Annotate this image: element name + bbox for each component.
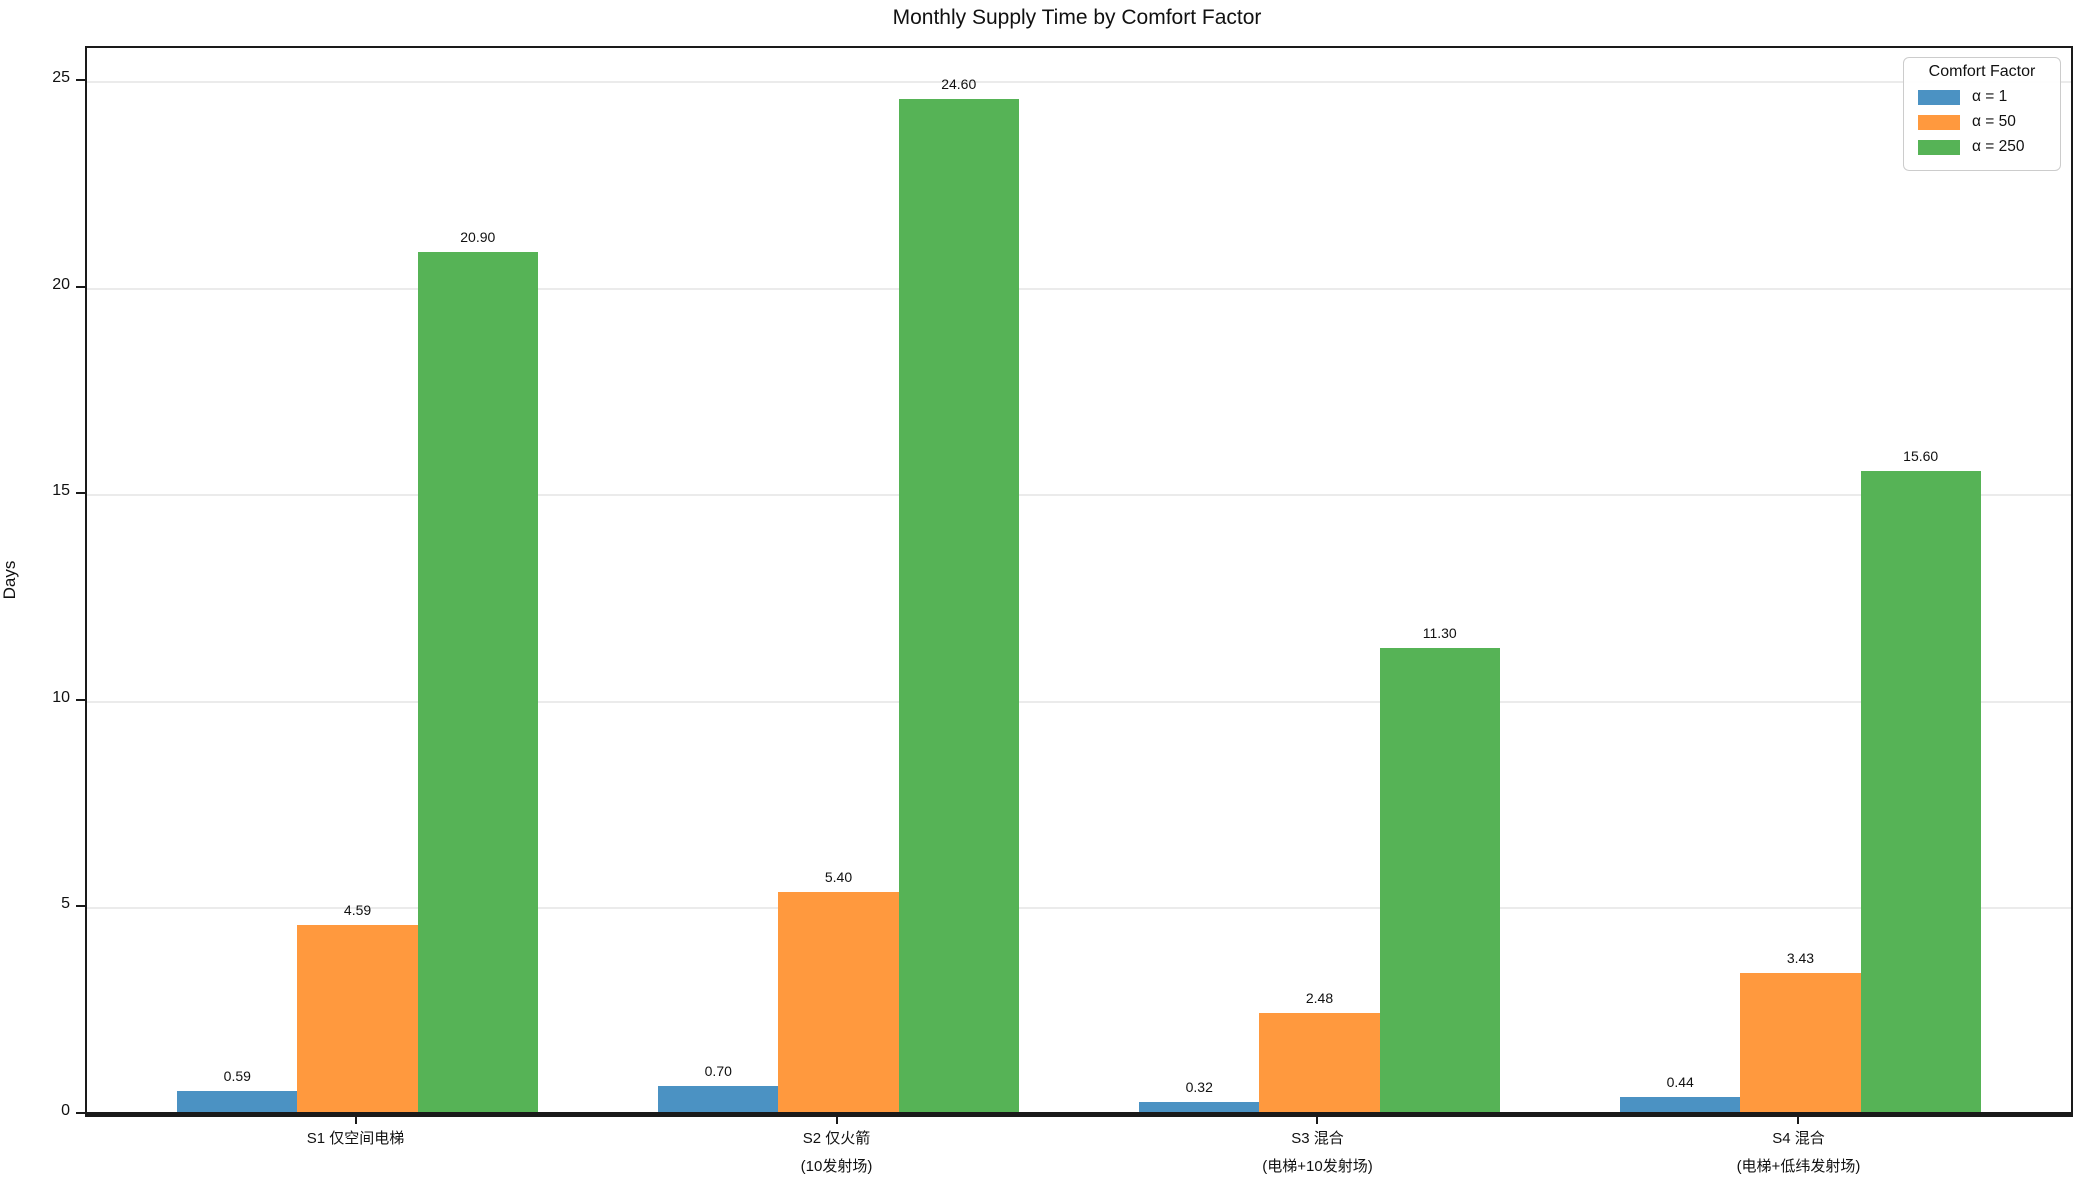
legend-item: α = 50 xyxy=(1918,113,2052,131)
legend-item-label: α = 1 xyxy=(1972,88,2008,105)
bar xyxy=(177,1090,298,1115)
x-tick-label: S3 混合 (电梯+10发射场) xyxy=(1262,1130,1373,1175)
legend-item-label: α = 50 xyxy=(1972,113,2016,130)
bar-value-label: 0.32 xyxy=(1185,1078,1213,1095)
x-tick-mark xyxy=(354,1115,357,1124)
y-tick-mark xyxy=(76,698,85,701)
chart-title: Monthly Supply Time by Comfort Factor xyxy=(892,6,1262,29)
legend-item-label: α = 250 xyxy=(1972,138,2025,155)
bar-value-label: 11.30 xyxy=(1422,625,1457,642)
bar-value-label: 20.90 xyxy=(460,228,496,245)
gridline xyxy=(87,700,2071,703)
y-tick-label: 20 xyxy=(52,275,70,293)
bar-value-label: 2.48 xyxy=(1305,989,1334,1006)
gridline xyxy=(87,907,2071,910)
legend-title: Comfort Factor xyxy=(1928,63,2036,80)
bar xyxy=(1860,470,1981,1115)
gridline xyxy=(87,287,2071,290)
legend-item: α = 250 xyxy=(1918,138,2052,156)
x-tick-mark xyxy=(1797,1115,1800,1124)
x-tick-label: S1 仅空间电梯 xyxy=(306,1130,405,1147)
x-axis-line xyxy=(85,1112,2073,1115)
bar xyxy=(417,251,538,1115)
legend-swatch xyxy=(1918,89,1960,105)
bar xyxy=(1379,648,1500,1115)
bar xyxy=(778,891,899,1115)
y-tick-label: 0 xyxy=(61,1102,70,1119)
y-tick-label: 25 xyxy=(52,69,70,87)
y-tick-mark xyxy=(76,492,85,495)
legend-item: α = 1 xyxy=(1918,88,2052,106)
gridline xyxy=(87,81,2071,84)
bar xyxy=(898,98,1019,1115)
bar-value-label: 3.43 xyxy=(1786,950,1815,967)
y-tick-mark xyxy=(76,285,85,288)
x-tick-mark xyxy=(1316,1115,1319,1124)
y-axis-label: Days xyxy=(0,560,19,600)
y-tick-mark xyxy=(76,1112,85,1114)
plot-area: 0.59 0.70 0.32 0.44 4.59 5.40 2.48 3.43 20.90 24.… xyxy=(85,46,2073,1117)
legend-swatch xyxy=(1918,114,1960,130)
bar-value-label: 4.59 xyxy=(343,902,372,919)
gridline xyxy=(87,494,2071,497)
bar xyxy=(1259,1012,1380,1115)
y-tick-label: 10 xyxy=(52,688,70,706)
x-tick-mark xyxy=(835,1115,838,1124)
legend-swatch xyxy=(1918,139,1960,155)
bar-value-label: 0.70 xyxy=(704,1063,732,1080)
y-tick-label: 15 xyxy=(52,482,70,500)
bar xyxy=(1620,1096,1741,1115)
bar-value-label: 15.60 xyxy=(1903,447,1939,464)
bar xyxy=(297,925,418,1115)
y-tick-mark xyxy=(76,905,85,908)
bar xyxy=(1740,973,1861,1115)
bar xyxy=(1139,1101,1260,1115)
y-tick-label: 5 xyxy=(61,895,70,913)
bar-value-label: 24.60 xyxy=(941,75,977,92)
x-tick-label: S2 仅火箭 (10发射场) xyxy=(800,1130,873,1175)
x-tick-label: S4 混合 (电梯+低纬发射场) xyxy=(1736,1130,1861,1175)
bar-value-label: 0.44 xyxy=(1666,1073,1694,1090)
legend: Comfort Factor α = 1 α = 50 α = 250 xyxy=(1903,57,2061,171)
y-tick-mark xyxy=(76,79,85,82)
bar xyxy=(658,1086,779,1115)
bar-value-label: 5.40 xyxy=(824,868,853,885)
bar-value-label: 0.59 xyxy=(223,1067,251,1084)
